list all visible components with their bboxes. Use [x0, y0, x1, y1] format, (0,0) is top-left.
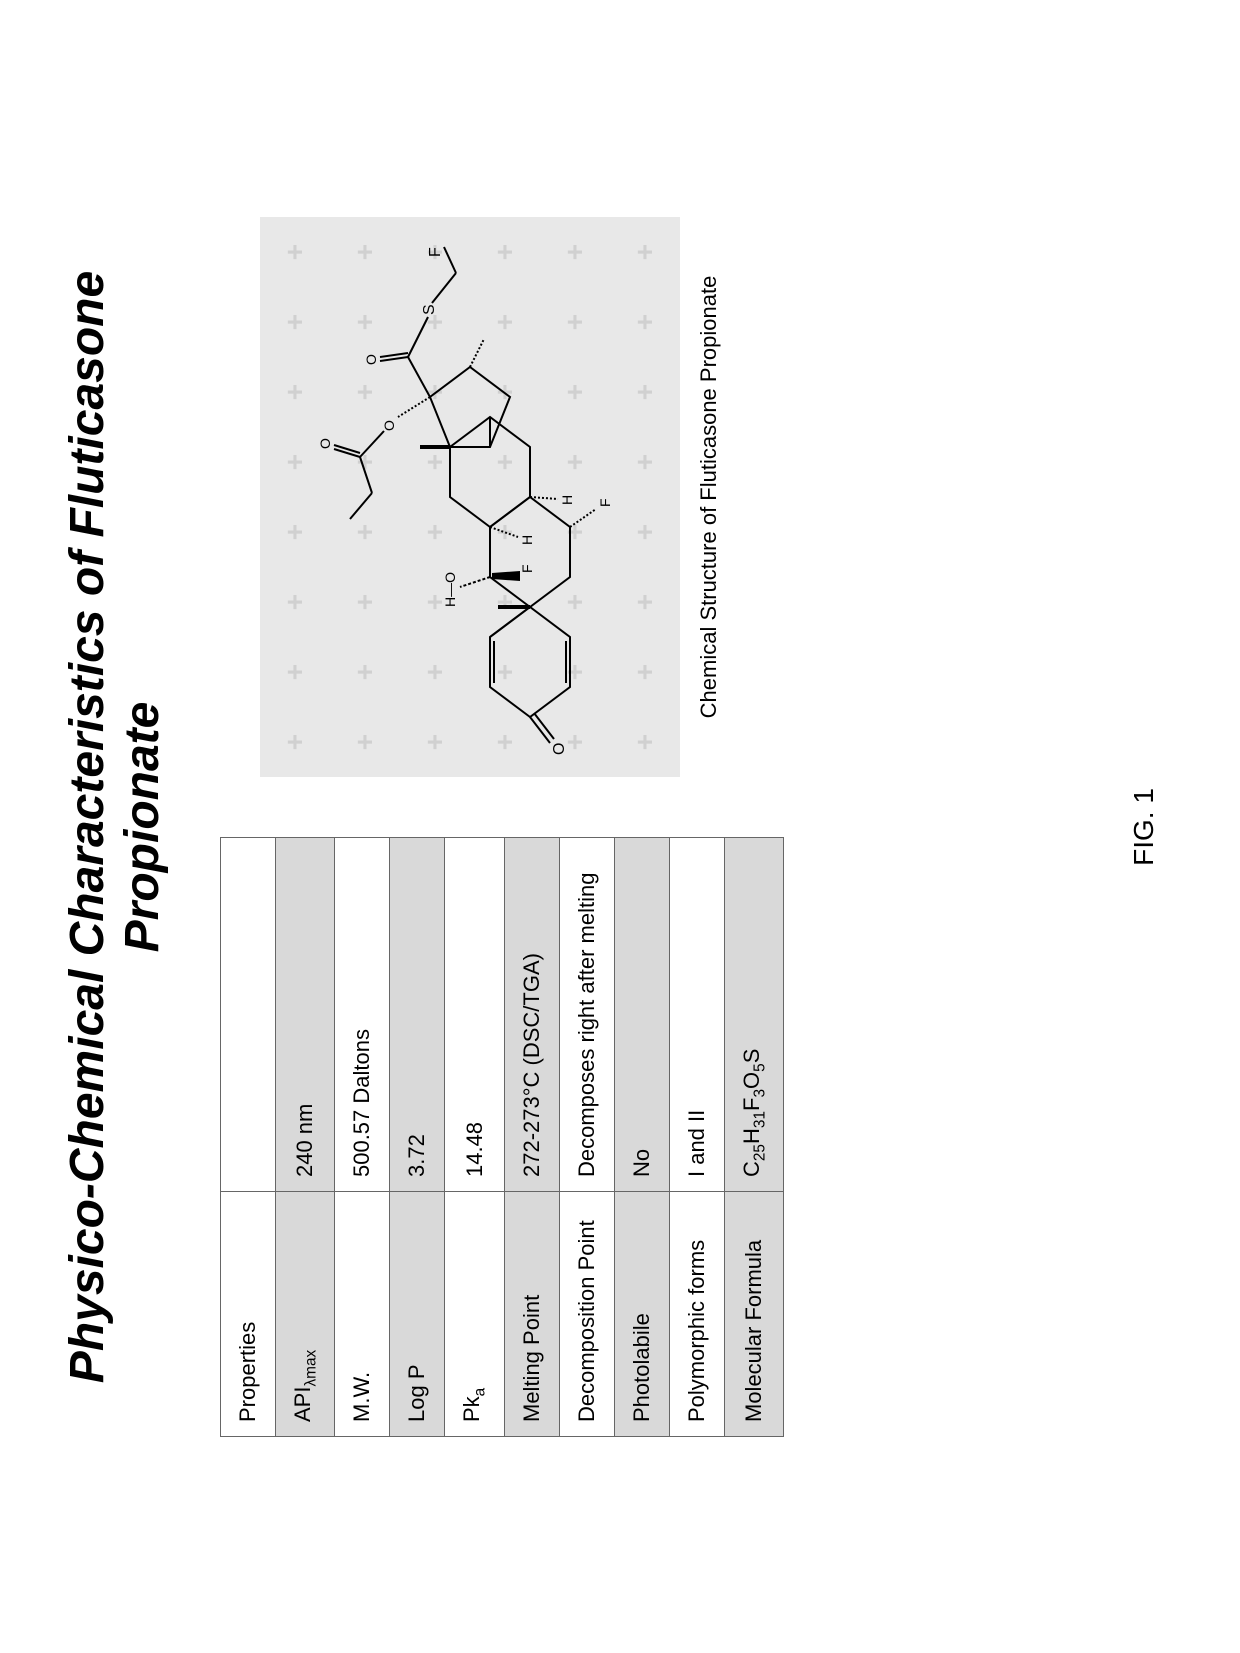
page-title: Physico-Chemical Characteristics of Flut…: [60, 217, 170, 1437]
prop-label: APIλmax: [276, 1191, 335, 1436]
content-row: Properties APIλmax 240 nm M.W. 500.57 Da…: [220, 217, 784, 1437]
prop-value: C25H31F3O5S: [724, 837, 783, 1191]
table-header-row: Properties: [221, 837, 276, 1436]
table-row: Decomposition Point Decomposes right aft…: [559, 837, 614, 1436]
prop-value: 3.72: [390, 837, 445, 1191]
prop-value: 500.57 Daltons: [335, 837, 390, 1191]
properties-table: Properties APIλmax 240 nm M.W. 500.57 Da…: [220, 837, 784, 1437]
atom-H2: H: [559, 494, 575, 504]
prop-label: Photolabile: [614, 1191, 669, 1436]
atom-O-carbonyl: O: [317, 438, 333, 449]
page: Physico-Chemical Characteristics of Flut…: [0, 157, 1240, 1497]
prop-value: 272-273°C (DSC/TGA): [504, 837, 559, 1191]
atom-S: S: [421, 304, 438, 315]
prop-value: No: [614, 837, 669, 1191]
prop-value: 14.48: [445, 837, 504, 1191]
table-row: Log P 3.72: [390, 837, 445, 1436]
prop-label: Log P: [390, 1191, 445, 1436]
prop-label: Polymorphic forms: [669, 1191, 724, 1436]
prop-label: M.W.: [335, 1191, 390, 1436]
structure-caption: Chemical Structure of Fluticasone Propio…: [696, 275, 722, 718]
atom-O-thioester: O: [363, 354, 379, 365]
structure-box: ++++++++++++++++++++++++++++++++++++++++…: [260, 217, 680, 777]
molecule-structure-icon: O H—O F: [280, 237, 660, 757]
header-value: [221, 837, 276, 1191]
atom-F1: F: [519, 564, 535, 573]
table-row: APIλmax 240 nm: [276, 837, 335, 1436]
prop-label: Decomposition Point: [559, 1191, 614, 1436]
table-row: Molecular Formula C25H31F3O5S: [724, 837, 783, 1436]
prop-value: 240 nm: [276, 837, 335, 1191]
atom-H1: H: [519, 534, 535, 544]
atom-HO: H—O: [442, 571, 458, 606]
atom-O: O: [551, 742, 568, 754]
table-row: Polymorphic forms I and II: [669, 837, 724, 1436]
prop-label: Molecular Formula: [724, 1191, 783, 1436]
prop-label: Pka: [445, 1191, 504, 1436]
prop-value: I and II: [669, 837, 724, 1191]
table-row: Photolabile No: [614, 837, 669, 1436]
atom-O-ester: O: [381, 420, 397, 431]
prop-label: Melting Point: [504, 1191, 559, 1436]
header-properties: Properties: [221, 1191, 276, 1436]
table-row: Melting Point 272-273°C (DSC/TGA): [504, 837, 559, 1436]
table-row: Pka 14.48: [445, 837, 504, 1436]
structure-block: ++++++++++++++++++++++++++++++++++++++++…: [260, 217, 722, 777]
table-row: M.W. 500.57 Daltons: [335, 837, 390, 1436]
atom-F2: F: [597, 498, 613, 507]
prop-value: Decomposes right after melting: [559, 837, 614, 1191]
atom-F3: F: [427, 247, 444, 257]
figure-label: FIG. 1: [1128, 788, 1160, 866]
